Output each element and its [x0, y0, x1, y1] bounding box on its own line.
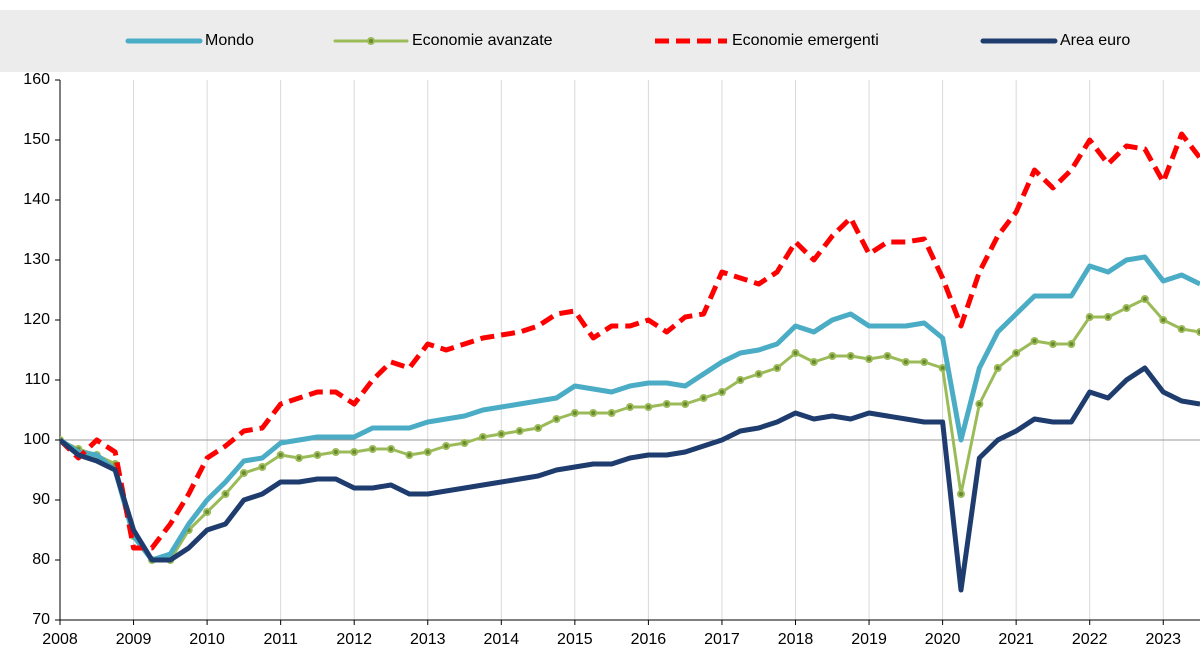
y-tick-label: 120	[23, 311, 50, 328]
point	[239, 469, 248, 477]
point	[828, 352, 837, 360]
x-tick-label: 2023	[1145, 631, 1181, 648]
point	[386, 445, 395, 453]
point	[736, 376, 745, 384]
x-tick-label: 2022	[1072, 631, 1108, 648]
y-tick-label: 100	[23, 431, 50, 448]
point	[1177, 325, 1186, 333]
point	[534, 424, 543, 432]
point	[883, 352, 892, 360]
point	[938, 364, 947, 372]
x-tick-label: 2017	[704, 631, 740, 648]
plot-area	[60, 131, 1200, 593]
point	[717, 388, 726, 396]
x-tick-label: 2010	[189, 631, 225, 648]
y-tick-label: 140	[23, 191, 50, 208]
point	[423, 448, 432, 456]
point	[681, 400, 690, 408]
point	[956, 490, 965, 498]
legend-label: Mondo	[205, 32, 254, 49]
point	[1122, 304, 1131, 312]
point	[405, 451, 414, 459]
point	[331, 448, 340, 456]
point	[993, 364, 1002, 372]
point	[975, 400, 984, 408]
point	[626, 403, 635, 411]
point	[1085, 313, 1094, 321]
point	[221, 490, 230, 498]
point	[699, 394, 708, 402]
point	[809, 358, 818, 366]
point	[515, 427, 524, 435]
point	[920, 358, 929, 366]
y-tick-label: 70	[32, 611, 50, 628]
point	[791, 349, 800, 357]
x-tick-label: 2012	[336, 631, 372, 648]
point	[754, 370, 763, 378]
y-tick-label: 80	[32, 551, 50, 568]
point	[865, 355, 874, 363]
point	[1140, 295, 1149, 303]
point	[570, 409, 579, 417]
y-tick-label: 160	[23, 71, 50, 88]
x-tick-label: 2011	[263, 631, 298, 648]
point	[203, 508, 212, 516]
point	[1012, 349, 1021, 357]
point	[1104, 313, 1113, 321]
legend-label: Economie avanzate	[412, 32, 553, 49]
point	[276, 451, 285, 459]
point	[773, 364, 782, 372]
point	[497, 430, 506, 438]
point	[258, 463, 267, 471]
point	[1067, 340, 1076, 348]
point	[1196, 328, 1200, 336]
point	[460, 439, 469, 447]
x-tick-label: 2021	[998, 631, 1034, 648]
legend-label: Area euro	[1060, 32, 1130, 49]
y-tick-label: 110	[24, 371, 50, 388]
y-tick-label: 130	[23, 251, 50, 268]
x-tick-label: 2009	[116, 631, 152, 648]
point	[644, 403, 653, 411]
point	[350, 448, 359, 456]
point	[313, 451, 322, 459]
point	[552, 415, 561, 423]
x-tick-label: 2013	[410, 631, 446, 648]
x-tick-label: 2015	[557, 631, 593, 648]
y-tick-label: 150	[23, 131, 50, 148]
point	[846, 352, 855, 360]
point	[478, 433, 487, 441]
x-tick-label: 2020	[925, 631, 961, 648]
x-tick-label: 2016	[631, 631, 667, 648]
point	[662, 400, 671, 408]
point	[442, 442, 451, 450]
point	[1159, 316, 1168, 324]
y-tick-label: 90	[32, 491, 50, 508]
point	[1030, 337, 1039, 345]
x-tick-label: 2018	[778, 631, 814, 648]
point	[295, 454, 304, 462]
point	[1048, 340, 1057, 348]
x-tick-label: 2008	[42, 631, 78, 648]
point	[901, 358, 910, 366]
point	[607, 409, 616, 417]
point	[368, 445, 377, 453]
x-tick-label: 2014	[484, 631, 520, 648]
x-tick-label: 2019	[851, 631, 887, 648]
series-line	[60, 131, 1200, 551]
legend-marker	[367, 37, 375, 45]
legend-label: Economie emergenti	[732, 32, 879, 49]
series-line	[60, 254, 1200, 563]
point	[589, 409, 598, 417]
series-line	[60, 365, 1200, 593]
